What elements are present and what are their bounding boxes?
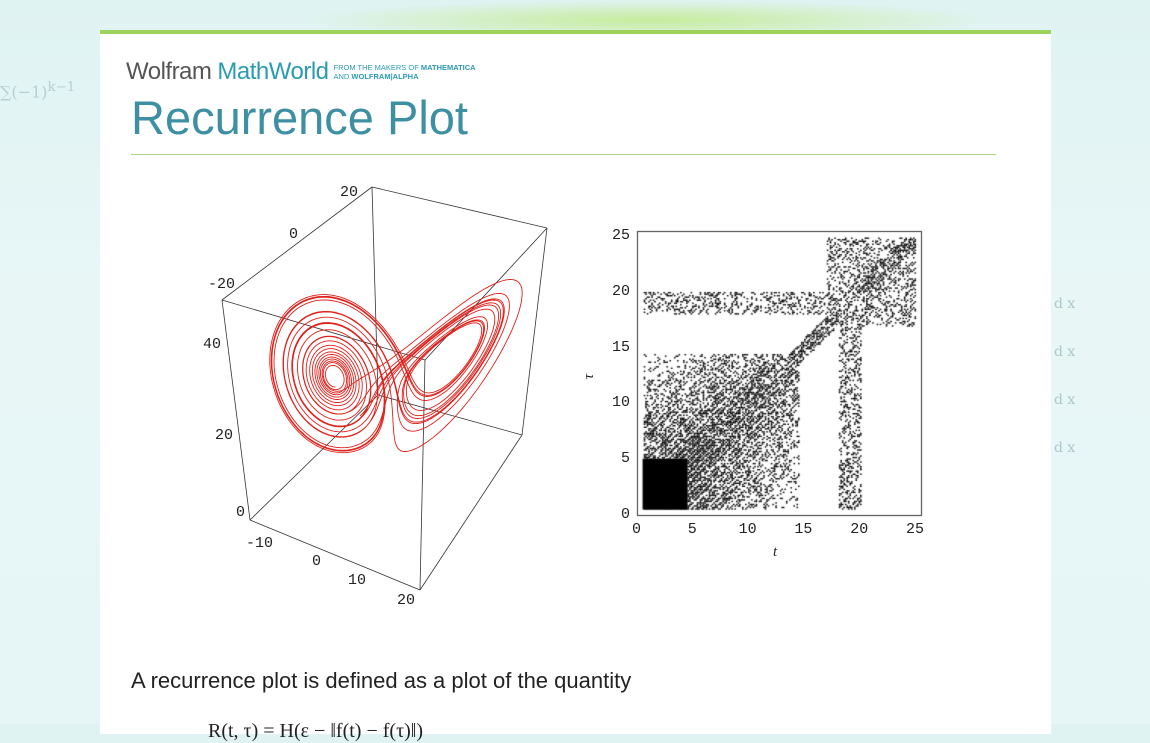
background-formula-decoration: ∑(−1)k−1 (0, 80, 76, 102)
x-axis-label: t (773, 544, 778, 560)
y-tick: 15 (612, 338, 631, 356)
tagline-text: FROM THE MAKERS OF (333, 63, 421, 72)
logo-wolfram-text: Wolfram (126, 58, 212, 85)
z-tick: 20 (215, 427, 234, 444)
tagline-text: AND (333, 72, 352, 81)
y-tick: 5 (621, 450, 631, 468)
z-tick: 0 (236, 504, 246, 521)
x-tick: -10 (246, 535, 274, 552)
x-tick: 20 (397, 592, 416, 609)
x-tick: 0 (632, 521, 642, 538)
body-paragraph: A recurrence plot is defined as a plot o… (131, 668, 632, 693)
y-tick: -20 (208, 276, 236, 293)
x-tick: 5 (687, 521, 697, 538)
x-tick: 15 (794, 521, 813, 538)
y-tick: 0 (621, 506, 631, 523)
y-tick: 20 (612, 282, 631, 300)
y-tick: 25 (612, 227, 631, 244)
y-tick: 0 (289, 226, 299, 243)
y-tick: 20 (340, 184, 359, 201)
x-tick: 10 (348, 572, 367, 589)
title-divider (131, 154, 996, 155)
x-tick: 20 (850, 521, 869, 538)
x-tick: 10 (738, 521, 757, 538)
z-tick: 40 (203, 336, 222, 353)
formula-partial: R(t, τ) = H(ε − ‖f(t) − f(τ)‖) (208, 720, 424, 742)
x-tick: 0 (312, 553, 322, 570)
tagline-bold: WOLFRAM|ALPHA (351, 72, 419, 81)
content-panel: Wolfram MathWorld FROM THE MAKERS OF MAT… (100, 30, 1051, 742)
y-axis-label: τ (581, 373, 598, 380)
page-title: Recurrence Plot (131, 91, 468, 144)
tagline-bold: MATHEMATICA (420, 63, 476, 72)
logo-mathworld-text: MathWorld (217, 58, 329, 85)
y-tick: 10 (612, 394, 631, 412)
x-tick: 25 (906, 521, 925, 538)
logo-tagline: FROM THE MAKERS OF MATHEMATICA AND WOLFR… (334, 63, 476, 81)
wolfram-mathworld-logo[interactable]: Wolfram MathWorld FROM THE MAKERS OF MAT… (126, 58, 476, 86)
